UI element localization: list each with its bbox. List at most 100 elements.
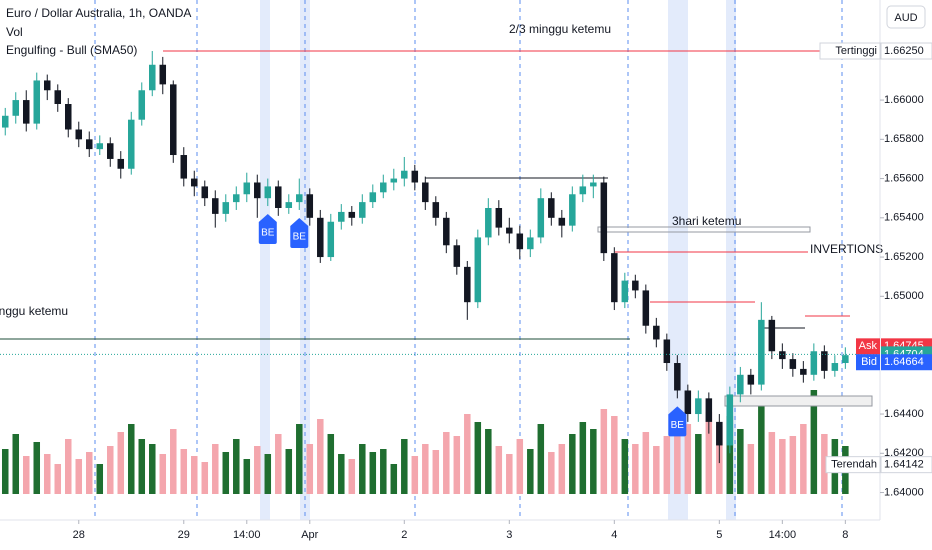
candle-body <box>726 394 734 446</box>
candle-body <box>359 202 366 218</box>
zone-box <box>724 395 873 407</box>
volume-bar <box>432 450 440 494</box>
candle-body <box>600 182 608 254</box>
volume-bar <box>65 439 72 494</box>
zone-box <box>597 226 811 233</box>
candle-body <box>369 192 377 203</box>
volume-bar <box>222 452 230 494</box>
candle-body <box>432 202 440 218</box>
volume-bar <box>674 419 681 494</box>
volume-bar <box>684 424 692 494</box>
volume-bar <box>107 446 114 494</box>
volume-bar <box>695 434 702 494</box>
candle-body <box>842 355 849 364</box>
candle-body <box>548 198 555 218</box>
volume-bar <box>201 462 209 494</box>
volume-bar <box>117 432 125 494</box>
candle-body <box>621 280 629 303</box>
volume-bar <box>579 422 587 494</box>
currency-button[interactable] <box>886 5 926 29</box>
volume-bar <box>453 436 461 494</box>
candle-body <box>611 253 618 303</box>
candle-body <box>285 202 293 208</box>
volume-bar <box>317 419 324 494</box>
volume-bar <box>569 434 576 494</box>
overlay-layer: 2/3 minggu ketemu 3hari ketemu INVERTION… <box>0 6 883 437</box>
signal-shape <box>668 406 687 437</box>
volume-bar <box>705 412 713 494</box>
session-band <box>668 0 688 520</box>
volume-bar <box>212 444 219 494</box>
volume-bar <box>789 436 797 494</box>
price-tag-label: 1.66250 <box>884 45 924 57</box>
annotation: 3hari ketemu <box>672 214 741 228</box>
volume-bar <box>54 464 62 494</box>
price-tag-name: Tertinggi <box>835 45 877 57</box>
x-tick-label: 5 <box>716 529 722 541</box>
volume-bar <box>243 459 251 494</box>
candle-body <box>653 325 660 340</box>
candle-body <box>474 237 482 303</box>
volume-bar <box>96 464 104 494</box>
candle-body <box>453 245 461 267</box>
volume-bar <box>516 439 524 494</box>
candle-body <box>411 170 419 183</box>
candle-body <box>191 178 198 187</box>
candle-body <box>747 374 755 385</box>
candle-body <box>149 64 156 91</box>
candle-body <box>86 139 93 150</box>
currency-label[interactable]: AUD <box>894 12 917 24</box>
x-tick-label: Apr <box>301 529 318 541</box>
volume-bar <box>779 439 786 494</box>
session-band <box>260 0 270 520</box>
volume-bar <box>821 434 828 494</box>
volume-bar <box>359 444 366 494</box>
volume-bar <box>558 444 566 494</box>
signal-marker: BE <box>668 406 687 437</box>
background-layer <box>94 0 843 520</box>
axes-layer: 28 29 14:00 Apr 2 3 4 5 14:00 8 1.66000 1.65800 1.65… <box>73 42 932 541</box>
y-tick-label: 1.66000 <box>884 94 924 106</box>
volume-bar <box>726 416 734 494</box>
volume-bar <box>663 436 671 494</box>
price-tag-name-box <box>819 42 881 60</box>
y-tick-label: 1.65600 <box>884 172 924 184</box>
volume-bar <box>632 444 639 494</box>
x-tick-label: 8 <box>842 529 848 541</box>
candle-body <box>338 211 345 222</box>
volume-bar <box>369 452 377 494</box>
volume-bar <box>747 444 755 494</box>
candle-body <box>789 359 797 369</box>
price-tag-name-box <box>856 354 880 371</box>
candle-body <box>422 182 429 203</box>
candle-body <box>75 129 83 140</box>
volume-bar <box>810 390 818 494</box>
price-tag-name: Ask <box>859 340 878 352</box>
candle-body <box>779 351 786 360</box>
volume-bar <box>12 434 20 494</box>
candle-body <box>768 319 776 352</box>
volume-bar <box>86 452 93 494</box>
candle-body <box>317 217 324 258</box>
volume-bar <box>621 439 629 494</box>
volume-bar <box>506 454 513 494</box>
annotation: minggu ketemu <box>0 304 68 318</box>
candle-body <box>579 186 587 195</box>
session-band <box>726 0 736 520</box>
candle-body <box>380 182 387 193</box>
candle-body <box>138 90 146 120</box>
candle-body <box>674 363 681 391</box>
volume-bar <box>474 422 482 494</box>
candle-body <box>684 390 692 415</box>
y-tick-label: 1.65200 <box>884 251 924 263</box>
volume-bar <box>768 432 776 494</box>
candle-body <box>705 398 713 422</box>
volume-bar <box>285 449 293 494</box>
candle-body <box>831 363 839 371</box>
volume-bar <box>191 456 198 494</box>
candle-body <box>558 217 566 226</box>
candle-body <box>537 198 545 238</box>
volume-bar <box>348 459 356 494</box>
x-tick-label: 3 <box>506 529 512 541</box>
y-tick-label: 1.64400 <box>884 408 924 420</box>
